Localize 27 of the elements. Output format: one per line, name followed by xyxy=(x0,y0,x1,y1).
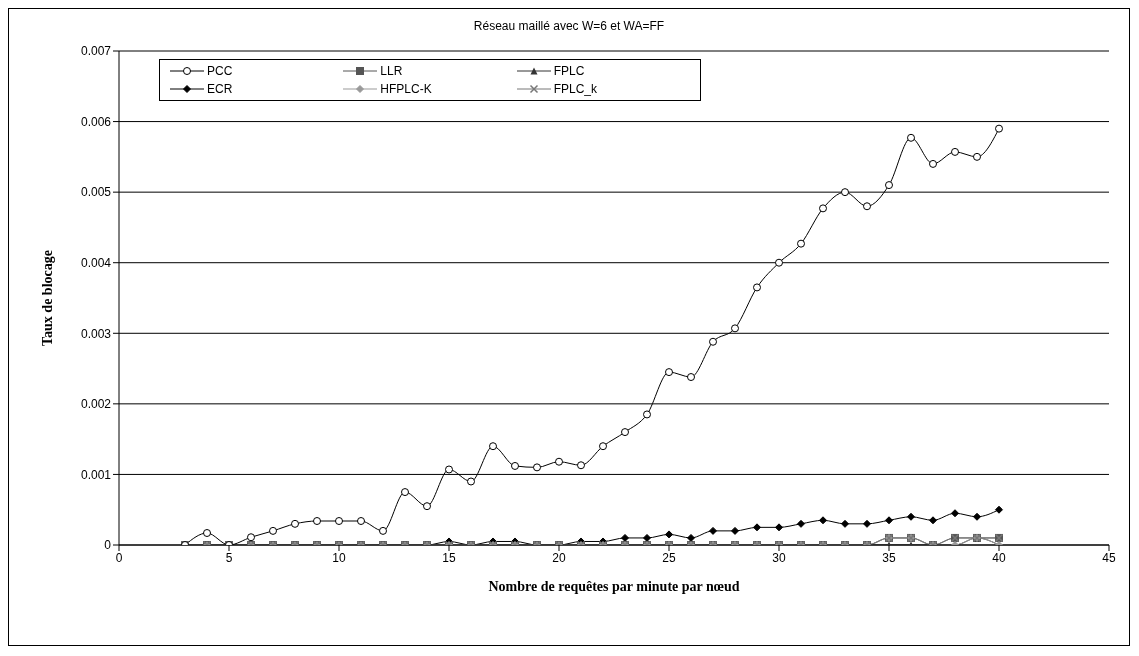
y-tick-label: 0.004 xyxy=(80,255,112,270)
x-tick-label: 15 xyxy=(442,550,456,565)
x-tick-label: 10 xyxy=(332,550,346,565)
legend-label: PCC xyxy=(207,64,233,78)
x-axis-title: Nombre de requêtes par minute par nœud xyxy=(488,579,740,594)
y-tick-label: 0 xyxy=(104,538,112,553)
legend-label: LLR xyxy=(380,64,403,78)
x-tick-label: 25 xyxy=(662,550,676,565)
y-axis-title: Taux de blocage xyxy=(39,250,55,346)
x-tick-label: 0 xyxy=(115,550,123,565)
legend-label: HFPLC-K xyxy=(380,82,432,96)
x-tick-label: 40 xyxy=(992,550,1006,565)
legend-label: FPLC_k xyxy=(553,82,598,96)
y-tick-label: 0.002 xyxy=(80,397,112,412)
x-tick-label: 20 xyxy=(552,550,566,565)
y-tick-label: 0.007 xyxy=(80,44,112,59)
x-tick-label: 30 xyxy=(772,550,786,565)
y-tick-label: 0.003 xyxy=(80,326,112,341)
x-tick-label: 45 xyxy=(1102,550,1116,565)
y-tick-label: 0.006 xyxy=(80,114,112,129)
x-tick-label: 35 xyxy=(882,550,896,565)
legend-label: FPLC xyxy=(553,64,585,78)
x-tick-label: 5 xyxy=(225,550,233,565)
y-tick-label: 0.005 xyxy=(80,185,112,200)
chart-title: Réseau maillé avec W=6 et WA=FF xyxy=(472,19,666,33)
legend-label: ECR xyxy=(207,82,233,96)
y-tick-label: 0.001 xyxy=(80,467,112,482)
